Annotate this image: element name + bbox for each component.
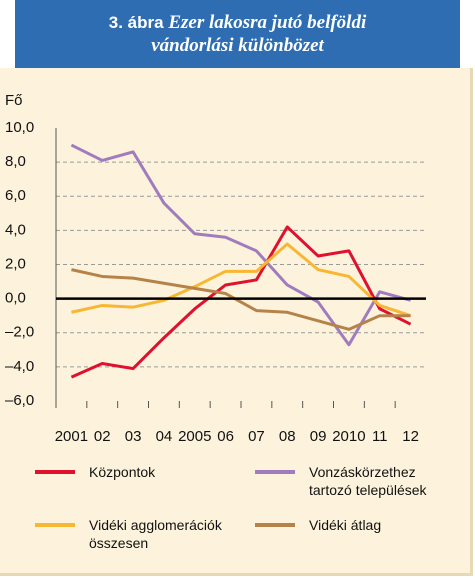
legend-label: Központok: [89, 464, 156, 480]
x-tick-label: 08: [279, 428, 296, 445]
legend-swatch: [35, 523, 75, 527]
y-tick-label: 2,0: [5, 255, 26, 272]
chart-title: 3. ábra Ezer lakosra jutó belföldi vándo…: [73, 11, 403, 57]
x-tick-label: 04: [156, 428, 173, 445]
y-tick-label: 0,0: [5, 290, 26, 307]
legend-item: Központok: [35, 463, 239, 481]
legend-item: Vidéki agglomerációk összesen: [35, 516, 239, 552]
series-line: [71, 268, 411, 331]
legend-label: Vidéki agglomerációk összesen: [89, 517, 222, 551]
series-line: [70, 143, 411, 347]
legend-swatch: [35, 470, 75, 474]
legend-item: Vidéki átlag: [255, 516, 459, 534]
legend-label: Vonzáskörzethez tartozó települések: [309, 464, 427, 498]
y-tick-label: 4,0: [5, 221, 26, 238]
series-line: [70, 225, 412, 379]
y-tick-label: –4,0: [5, 358, 34, 375]
y-tick-label: 10,0: [5, 119, 34, 136]
y-tick-label: –6,0: [5, 392, 34, 409]
series-line: [71, 242, 412, 318]
x-tick-label: 11: [372, 428, 388, 445]
legend-swatch: [255, 523, 295, 527]
legend-item: Vonzáskörzethez tartozó települések: [255, 463, 459, 499]
x-tick-label: 03: [125, 428, 142, 445]
legend-swatch: [255, 470, 295, 474]
chart-panel: [0, 68, 473, 576]
x-tick-label: 02: [94, 428, 111, 445]
title-box: 3. ábra Ezer lakosra jutó belföldi vándo…: [15, 0, 460, 68]
x-tick-label: 09: [310, 428, 327, 445]
x-tick-label: 07: [248, 428, 265, 445]
figure-number: 3. ábra: [108, 13, 164, 32]
x-tick-label: 12: [402, 428, 419, 445]
x-tick-label: 2001: [55, 428, 88, 445]
x-tick-label: 2005: [178, 428, 211, 445]
y-tick-label: 8,0: [5, 153, 26, 170]
y-tick-label: 6,0: [5, 187, 26, 204]
legend-label: Vidéki átlag: [309, 517, 382, 533]
x-tick-label: 06: [217, 428, 234, 445]
y-axis-label: Fő: [5, 92, 23, 109]
y-tick-label: –2,0: [5, 324, 34, 341]
x-tick-label: 2010: [332, 428, 365, 445]
title-text: Ezer lakosra jutó belföldi vándorlási kü…: [151, 12, 367, 56]
